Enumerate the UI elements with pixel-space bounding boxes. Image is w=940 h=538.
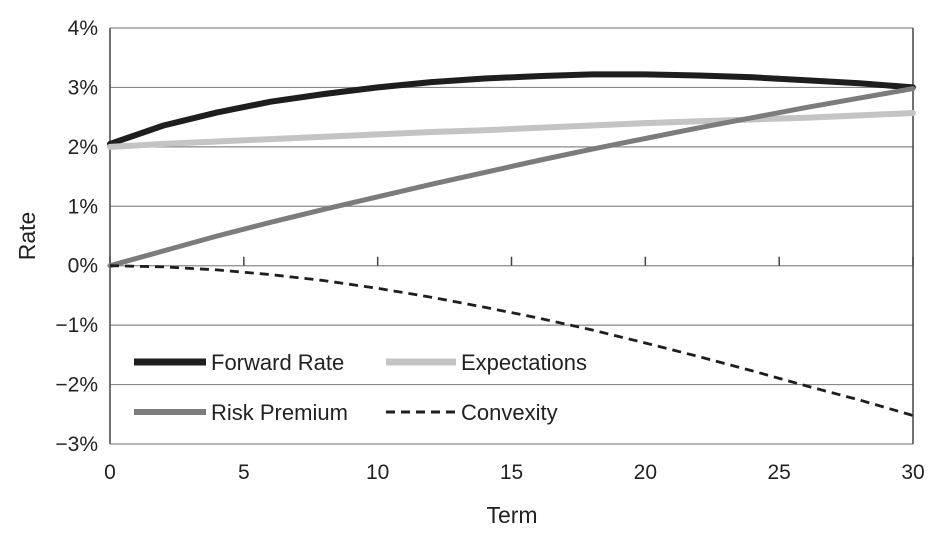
legend: Forward Rate Expectations Risk Premium C… [134,350,587,425]
series-line-forward-rate [107,71,916,147]
x-tick-label: 15 [500,461,523,484]
x-axis-title: Term [486,502,537,528]
x-tick-label: 0 [104,461,116,484]
x-tick-label: 30 [901,461,924,484]
tick-labels: −3% −2% −1% 0% 1% 2% 3% 4% 0 5 10 15 20 25 30 [55,17,924,484]
series-line-convexity [109,264,914,417]
y-tick-label: −2% [55,374,98,397]
y-axis-title: Rate [14,212,40,261]
y-tick-label: 0% [68,255,98,278]
x-tick-label: 5 [238,461,250,484]
y-tick-label: −3% [55,433,98,456]
legend-label-expectations: Expectations [461,350,587,375]
x-tick-label: 25 [767,461,790,484]
y-tick-label: 1% [68,195,98,218]
y-tick-label: 2% [68,136,98,159]
y-tick-label: −1% [55,314,98,337]
x-tick-label: 20 [634,461,657,484]
series-lines [107,71,916,417]
series-line-expectations [107,110,916,150]
x-tick-label: 10 [366,461,389,484]
legend-label-forward-rate: Forward Rate [211,350,344,375]
axes [109,28,914,444]
y-tick-label: 4% [68,17,98,40]
legend-label-risk-premium: Risk Premium [211,400,348,425]
y-tick-label: 3% [68,76,98,99]
series-line-risk-premium [107,86,916,269]
legend-label-convexity: Convexity [461,400,558,425]
